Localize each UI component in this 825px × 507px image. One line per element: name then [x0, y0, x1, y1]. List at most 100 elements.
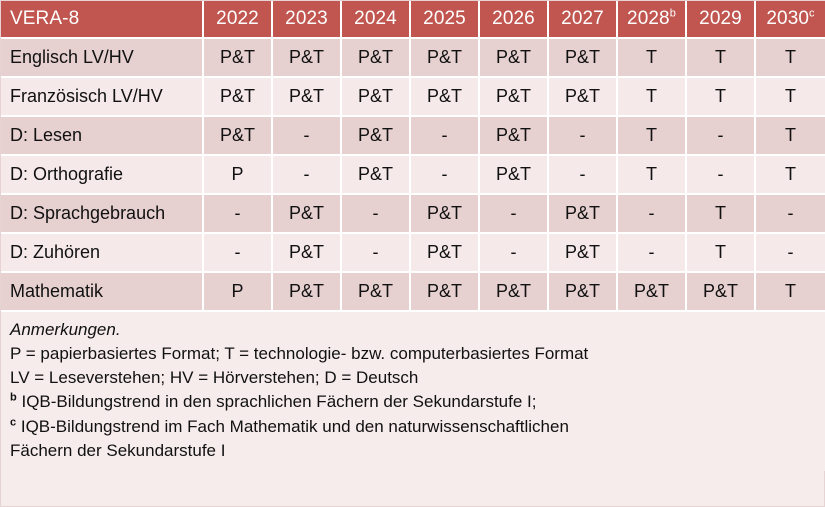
- cell-format-value: P&T: [618, 273, 687, 312]
- cell-value: -: [510, 242, 517, 262]
- cell-value: P&T: [288, 203, 324, 223]
- table-row: D: Sprachgebrauch - P&T - P&T - P&T - T -: [1, 195, 825, 234]
- cell-value: P&T: [357, 125, 393, 145]
- cell-format-value: P&T: [273, 273, 342, 312]
- vera8-schedule-table: VERA-8 2022 2023 2024 2025 2026 2027 2028b 2029 2…: [1, 1, 825, 471]
- cell-format-value: P&T: [549, 234, 618, 273]
- cell-format-value: -: [756, 195, 825, 234]
- cell-format-value: -: [204, 195, 273, 234]
- notes-line: Fächern der Sekundarstufe I: [10, 439, 816, 463]
- cell-format-value: T: [618, 39, 687, 78]
- row-label: D: Sprachgebrauch: [10, 203, 166, 223]
- cell-value: P&T: [564, 242, 600, 262]
- cell-value: -: [648, 203, 655, 223]
- column-header-year: 2022: [216, 8, 259, 29]
- row-label: Englisch LV/HV: [10, 47, 134, 67]
- cell-format-value: P&T: [411, 273, 480, 312]
- cell-value: -: [234, 242, 241, 262]
- cell-value: -: [372, 242, 379, 262]
- cell-format-value: T: [756, 273, 825, 312]
- row-label-cell: Mathematik: [1, 273, 204, 312]
- cell-value: P: [231, 164, 244, 184]
- cell-format-value: P&T: [342, 117, 411, 156]
- cell-value: P&T: [357, 164, 393, 184]
- cell-format-value: -: [618, 195, 687, 234]
- column-header-year: 2024: [354, 8, 397, 29]
- cell-value: T: [715, 242, 726, 262]
- column-header-2027[interactable]: 2027: [549, 1, 618, 39]
- row-label: Mathematik: [10, 281, 104, 301]
- cell-format-value: -: [273, 117, 342, 156]
- cell-value: P&T: [219, 47, 255, 67]
- table-body: Englisch LV/HV P&T P&T P&T P&T P&T P&T T T T Franz…: [1, 39, 825, 312]
- cell-format-value: T: [756, 117, 825, 156]
- cell-format-value: T: [618, 117, 687, 156]
- column-header-2022[interactable]: 2022: [204, 1, 273, 39]
- cell-value: -: [579, 125, 586, 145]
- cell-format-value: -: [273, 156, 342, 195]
- cell-value: P&T: [495, 164, 531, 184]
- cell-value: P&T: [702, 281, 738, 301]
- table-row: D: Orthografie P - P&T - P&T - T - T: [1, 156, 825, 195]
- cell-format-value: P&T: [273, 78, 342, 117]
- cell-format-value: P&T: [549, 39, 618, 78]
- cell-format-value: T: [687, 195, 756, 234]
- cell-format-value: P&T: [480, 78, 549, 117]
- notes-cell: Anmerkungen. P = papierbasiertes Format; …: [1, 312, 825, 471]
- column-header-year: 2023: [285, 8, 328, 29]
- notes-line-text: P = papierbasiertes Format; T = technolo…: [10, 344, 589, 364]
- cell-format-value: T: [687, 78, 756, 117]
- cell-value: -: [510, 203, 517, 223]
- column-header-year: 2025: [423, 8, 466, 29]
- row-label: D: Zuhören: [10, 242, 101, 262]
- cell-value: T: [785, 125, 796, 145]
- row-label-cell: Englisch LV/HV: [1, 39, 204, 78]
- cell-value: P&T: [288, 47, 324, 67]
- column-header-2024[interactable]: 2024: [342, 1, 411, 39]
- cell-format-value: -: [342, 234, 411, 273]
- row-label-cell: D: Lesen: [1, 117, 204, 156]
- cell-format-value: -: [480, 234, 549, 273]
- table-corner-label: VERA-8: [1, 1, 204, 39]
- cell-value: T: [785, 281, 796, 301]
- cell-value: P&T: [357, 47, 393, 67]
- column-header-year: 2027: [561, 8, 604, 29]
- cell-value: -: [787, 203, 794, 223]
- cell-value: -: [441, 164, 448, 184]
- notes-line: LV = Leseverstehen; HV = Hörverstehen; D…: [10, 366, 816, 390]
- column-header-2030[interactable]: 2030c: [756, 1, 825, 39]
- column-header-2023[interactable]: 2023: [273, 1, 342, 39]
- cell-format-value: P&T: [549, 78, 618, 117]
- column-header-2028[interactable]: 2028b: [618, 1, 687, 39]
- cell-value: T: [646, 86, 657, 106]
- cell-format-value: P&T: [342, 273, 411, 312]
- cell-value: P&T: [288, 281, 324, 301]
- cell-value: -: [441, 125, 448, 145]
- cell-value: P&T: [564, 47, 600, 67]
- cell-format-value: -: [549, 117, 618, 156]
- cell-value: P&T: [288, 242, 324, 262]
- cell-format-value: T: [687, 39, 756, 78]
- cell-format-value: P&T: [480, 273, 549, 312]
- cell-format-value: P&T: [411, 78, 480, 117]
- cell-format-value: -: [204, 234, 273, 273]
- cell-format-value: P: [204, 156, 273, 195]
- cell-value: P&T: [495, 86, 531, 106]
- cell-value: P&T: [426, 281, 462, 301]
- table-row: D: Zuhören - P&T - P&T - P&T - T -: [1, 234, 825, 273]
- column-header-2026[interactable]: 2026: [480, 1, 549, 39]
- cell-format-value: -: [411, 156, 480, 195]
- cell-value: P&T: [426, 47, 462, 67]
- notes-footnote-marker: c: [10, 415, 17, 428]
- notes-title: Anmerkungen.: [10, 320, 121, 339]
- cell-format-value: P&T: [342, 39, 411, 78]
- cell-value: P: [231, 281, 244, 301]
- cell-value: -: [372, 203, 379, 223]
- row-label-cell: D: Orthografie: [1, 156, 204, 195]
- cell-value: P&T: [633, 281, 669, 301]
- column-header-2029[interactable]: 2029: [687, 1, 756, 39]
- cell-format-value: T: [618, 156, 687, 195]
- column-header-2025[interactable]: 2025: [411, 1, 480, 39]
- notes-line: P = papierbasiertes Format; T = technolo…: [10, 342, 816, 366]
